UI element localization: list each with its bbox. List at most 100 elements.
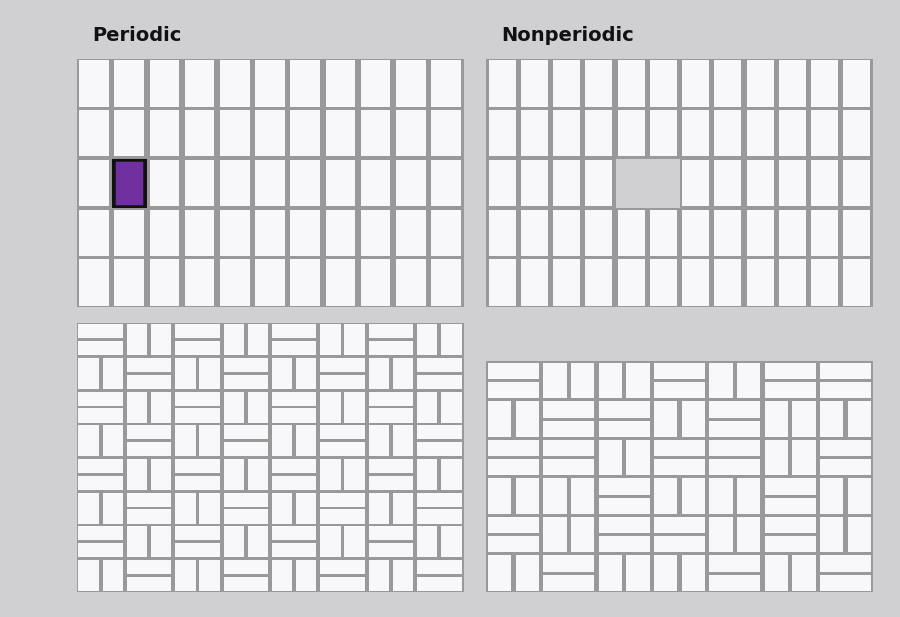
Bar — [270, 525, 319, 542]
Bar — [654, 459, 705, 475]
Bar — [514, 477, 541, 515]
Bar — [221, 458, 246, 491]
Bar — [147, 158, 182, 208]
Bar — [707, 477, 734, 515]
Bar — [248, 459, 268, 490]
Bar — [597, 515, 652, 534]
Bar — [514, 477, 541, 515]
Bar — [431, 60, 461, 107]
Bar — [149, 60, 179, 107]
Bar — [291, 210, 320, 256]
Bar — [182, 158, 217, 208]
Bar — [845, 477, 873, 515]
Bar — [78, 408, 123, 423]
Bar — [323, 258, 358, 307]
Bar — [654, 478, 678, 514]
Bar — [652, 477, 680, 515]
Bar — [439, 458, 464, 491]
Bar — [393, 158, 428, 208]
Bar — [173, 491, 197, 525]
Bar — [762, 554, 790, 592]
Bar — [486, 400, 514, 438]
Bar — [223, 324, 244, 355]
Bar — [217, 109, 252, 158]
Bar — [270, 424, 294, 458]
Bar — [125, 508, 173, 525]
Bar — [79, 60, 109, 107]
Bar — [361, 259, 391, 305]
Bar — [101, 357, 125, 390]
Bar — [272, 476, 317, 490]
Bar — [652, 458, 707, 477]
Bar — [709, 459, 760, 475]
Bar — [173, 357, 197, 390]
Bar — [709, 555, 760, 571]
Bar — [369, 526, 413, 540]
Bar — [488, 459, 539, 475]
Bar — [326, 110, 356, 156]
Bar — [417, 560, 462, 574]
Bar — [367, 357, 391, 390]
Bar — [790, 400, 818, 438]
Bar — [583, 158, 615, 208]
Bar — [288, 158, 323, 208]
Bar — [652, 438, 707, 458]
Bar — [125, 323, 149, 357]
Bar — [808, 258, 841, 307]
Bar — [625, 554, 652, 592]
Bar — [101, 357, 125, 390]
Bar — [319, 424, 367, 441]
Bar — [319, 323, 343, 357]
Bar — [625, 438, 652, 477]
Bar — [112, 258, 147, 307]
Bar — [320, 425, 364, 439]
Bar — [176, 392, 220, 406]
Bar — [541, 573, 597, 592]
Bar — [319, 357, 367, 373]
Bar — [391, 491, 415, 525]
Bar — [712, 208, 744, 258]
Bar — [217, 258, 252, 307]
Bar — [272, 324, 317, 338]
Bar — [818, 458, 873, 477]
Bar — [270, 474, 319, 491]
Bar — [358, 258, 393, 307]
Bar — [367, 424, 391, 458]
Bar — [583, 59, 615, 109]
Bar — [112, 208, 147, 258]
Bar — [652, 554, 680, 592]
Bar — [76, 491, 101, 525]
Bar — [792, 401, 815, 437]
Bar — [149, 390, 173, 424]
Bar — [221, 424, 270, 441]
Bar — [270, 339, 319, 357]
Bar — [182, 258, 217, 307]
Bar — [415, 357, 464, 373]
Bar — [272, 358, 292, 389]
Bar — [217, 208, 252, 258]
Bar — [541, 554, 597, 573]
Bar — [486, 477, 514, 515]
Bar — [551, 158, 583, 208]
Bar — [811, 210, 838, 256]
Bar — [439, 390, 464, 424]
Bar — [652, 554, 680, 592]
Bar — [367, 323, 415, 339]
Bar — [680, 400, 707, 438]
Bar — [554, 259, 580, 306]
Bar — [617, 110, 644, 157]
Bar — [762, 534, 818, 554]
Bar — [516, 478, 539, 514]
Bar — [112, 109, 147, 158]
Bar — [415, 576, 464, 592]
Bar — [597, 534, 652, 554]
Bar — [76, 158, 112, 208]
Bar — [221, 323, 246, 357]
Bar — [272, 425, 292, 456]
Bar — [776, 59, 808, 109]
Bar — [272, 543, 317, 557]
Bar — [428, 208, 464, 258]
Bar — [125, 558, 173, 576]
Bar — [811, 160, 838, 206]
Bar — [125, 491, 173, 508]
